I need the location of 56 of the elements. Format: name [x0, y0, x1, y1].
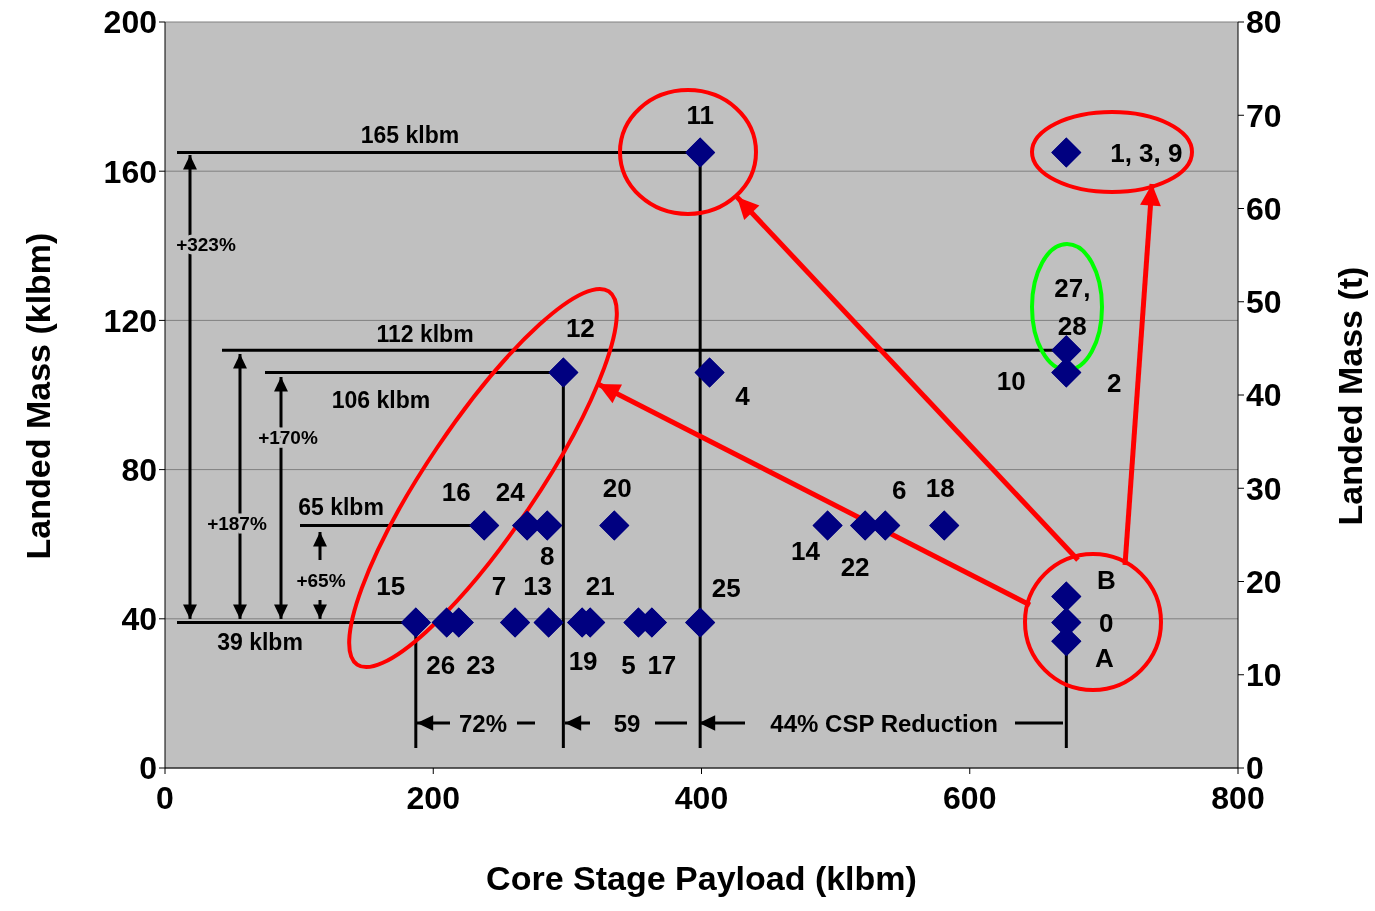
ref-line-label: 112 klbm [376, 321, 474, 347]
legend-label: 106 klbm [331, 387, 431, 413]
annotation: 22 [840, 551, 870, 582]
x-tick-label: 200 [406, 779, 460, 816]
y-tick-label: 120 [103, 302, 157, 339]
annotation: 12 [565, 312, 595, 343]
annotation: 0 [1099, 607, 1114, 638]
annotation: 24 [495, 476, 526, 507]
y-axis-title: Landed Mass (klbm) [19, 232, 57, 560]
annotation: 27, 28 [1054, 273, 1091, 342]
annotation: 26 [426, 649, 456, 680]
annotation: A [1094, 643, 1114, 674]
y-tick-label: 160 [103, 153, 157, 190]
y-tick-label: 40 [121, 601, 157, 638]
y2-tick-label: 80 [1246, 4, 1282, 41]
y-tick-label: 200 [103, 4, 157, 41]
ref-line-label: 39 klbm [217, 629, 303, 655]
annotation: 20 [602, 472, 632, 503]
annotation: 16 [441, 476, 471, 507]
annotation: 14 [791, 535, 821, 566]
x-axis-title: Core Stage Payload (klbm) [486, 859, 917, 897]
annotation: 4 [735, 380, 751, 411]
annotation: 7 [491, 570, 507, 601]
annotation: 1, 3, 9 [1110, 137, 1183, 168]
annotation: 2 [1107, 367, 1122, 398]
annotation: 10 [996, 365, 1026, 396]
annotation: 44% CSP Reduction [770, 709, 998, 737]
annotation: 5 [621, 649, 636, 680]
ref-line-label: 165 klbm [360, 122, 460, 148]
annotation: 17 [647, 649, 677, 680]
y2-tick-label: 60 [1246, 190, 1282, 227]
annotation: +65% [296, 569, 346, 591]
y2-tick-label: 20 [1246, 563, 1282, 600]
x-tick-label: 400 [674, 779, 729, 816]
annotation: 18 [925, 472, 955, 503]
y2-tick-label: 10 [1246, 657, 1282, 694]
ref-line-label: 65 klbm [298, 494, 384, 520]
annotation: 23 [466, 649, 496, 680]
annotation: 19 [568, 645, 598, 676]
y-tick-label: 80 [121, 451, 157, 488]
y2-tick-label: 70 [1246, 97, 1282, 134]
annotation: 6 [892, 474, 907, 505]
y2-tick-label: 50 [1246, 284, 1282, 321]
y-tick-label: 0 [139, 750, 157, 787]
y2-tick-label: 40 [1246, 377, 1282, 414]
annotation: B [1096, 565, 1116, 596]
annotation: 13 [523, 570, 553, 601]
annotation: 11 [686, 99, 714, 130]
y2-tick-label: 30 [1246, 470, 1282, 507]
annotation: 72% [458, 709, 508, 737]
annotation: 8 [540, 540, 555, 571]
annotation: 21 [585, 570, 615, 601]
annotation: 59 [613, 709, 641, 737]
annotation: 25 [711, 572, 741, 603]
annotation: 15 [376, 570, 406, 601]
x-tick-label: 600 [943, 779, 997, 816]
